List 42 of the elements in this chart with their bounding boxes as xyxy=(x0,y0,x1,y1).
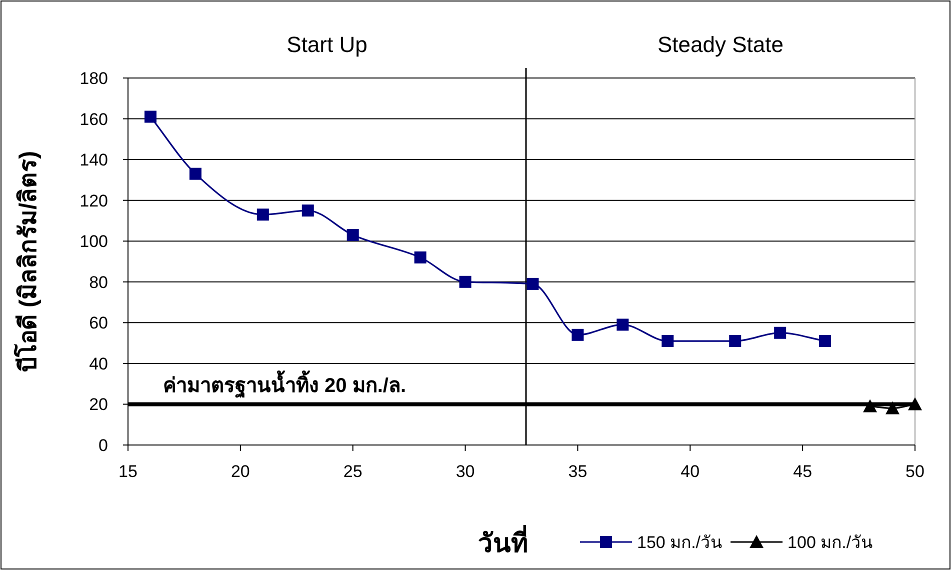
y-tick-label: 160 xyxy=(80,110,108,129)
point xyxy=(774,326,786,339)
y-tick-label: 180 xyxy=(80,69,108,88)
point xyxy=(729,335,742,348)
point xyxy=(863,399,878,412)
point xyxy=(886,401,900,414)
y-tick-label: 60 xyxy=(89,314,108,333)
x-tick-label: 30 xyxy=(456,462,475,481)
point xyxy=(819,335,832,348)
point xyxy=(908,397,922,410)
y-tick-label: 0 xyxy=(98,436,108,455)
point xyxy=(302,204,314,217)
ref-line-label: ค่ามาตรฐานน้ำทิ้ง 20 มก./ล. xyxy=(163,370,406,400)
x-tick-label: 25 xyxy=(343,462,362,481)
point xyxy=(189,168,202,180)
x-tick-label: 40 xyxy=(680,462,700,481)
y-axis-title: บีโอดี (มิลลิกรัม/ลิตร) xyxy=(13,150,42,372)
x-axis-title: วันที่ xyxy=(478,524,528,558)
point xyxy=(459,276,472,288)
y-tick-label: 100 xyxy=(80,232,108,252)
x-tick-label: 35 xyxy=(568,462,588,481)
x-tick-label: 50 xyxy=(906,462,924,481)
legend-label: 150 มก./วัน xyxy=(637,533,723,552)
y-tick-label: 40 xyxy=(89,354,108,374)
y-tick-label: 20 xyxy=(89,395,108,414)
y-tick-label: 140 xyxy=(80,150,108,170)
point xyxy=(526,278,539,290)
y-tick-label: 120 xyxy=(80,191,108,210)
point xyxy=(256,208,269,221)
point xyxy=(662,335,674,348)
legend-label: 100 มก./วัน xyxy=(788,533,874,552)
point xyxy=(616,318,629,331)
text: Start Up xyxy=(286,32,368,57)
point xyxy=(346,228,359,241)
point xyxy=(144,110,156,123)
x-tick-label: 20 xyxy=(230,462,250,481)
point xyxy=(572,328,584,341)
point xyxy=(414,251,426,264)
x-tick-label: 15 xyxy=(118,462,138,481)
y-tick-label: 80 xyxy=(89,272,108,292)
x-tick-label: 45 xyxy=(793,462,812,481)
text: Steady State xyxy=(658,32,784,57)
